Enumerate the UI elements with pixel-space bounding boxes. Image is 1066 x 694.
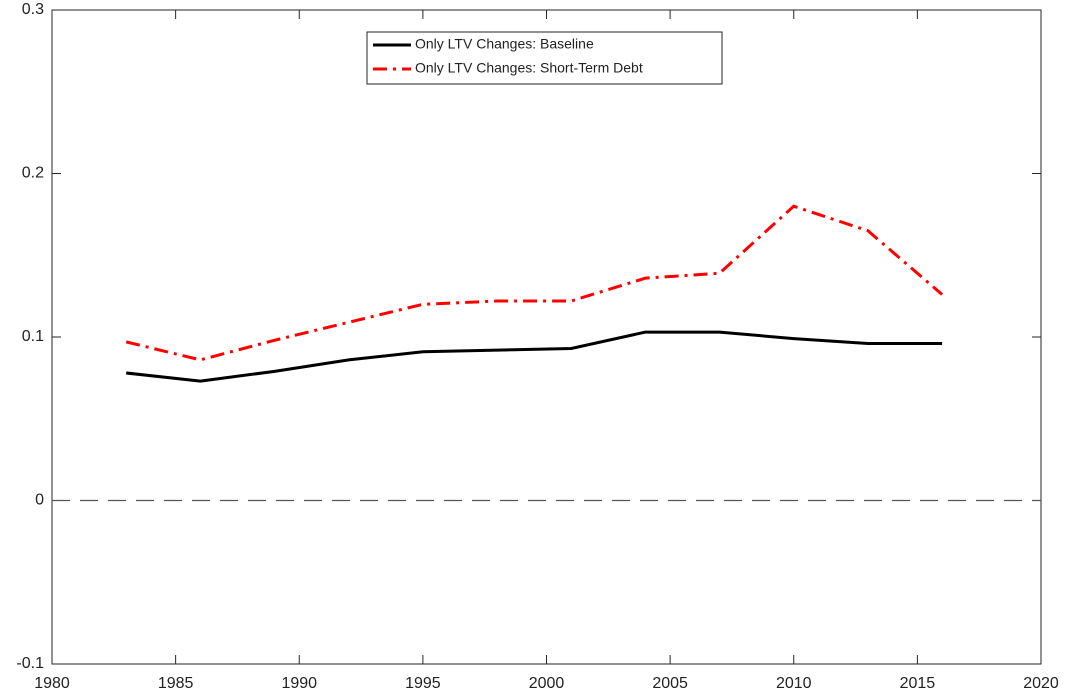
legend-label: Only LTV Changes: Short-Term Debt xyxy=(415,60,643,76)
y-tick-label: 0 xyxy=(35,492,44,509)
x-tick-label: 2000 xyxy=(529,675,565,692)
y-tick-label: 0.3 xyxy=(22,1,44,18)
x-tick-label: 2005 xyxy=(652,675,688,692)
plot-area xyxy=(51,9,1042,665)
x-tick-label: 1985 xyxy=(158,675,194,692)
y-tick-label: -0.1 xyxy=(16,655,44,672)
x-tick-label: 1980 xyxy=(34,675,70,692)
y-tick-label: 0.2 xyxy=(22,165,44,182)
y-tick-label: 0.1 xyxy=(22,328,44,345)
line-series xyxy=(125,204,944,362)
line-series xyxy=(126,330,943,383)
x-tick-label: 1990 xyxy=(281,675,317,692)
x-tick-label: 2015 xyxy=(900,675,936,692)
legend-box xyxy=(366,31,723,85)
x-tick-label: 1995 xyxy=(405,675,441,692)
x-tick-label: 2020 xyxy=(1023,675,1059,692)
legend-label: Only LTV Changes: Baseline xyxy=(415,36,594,52)
x-tick-label: 2010 xyxy=(776,675,812,692)
